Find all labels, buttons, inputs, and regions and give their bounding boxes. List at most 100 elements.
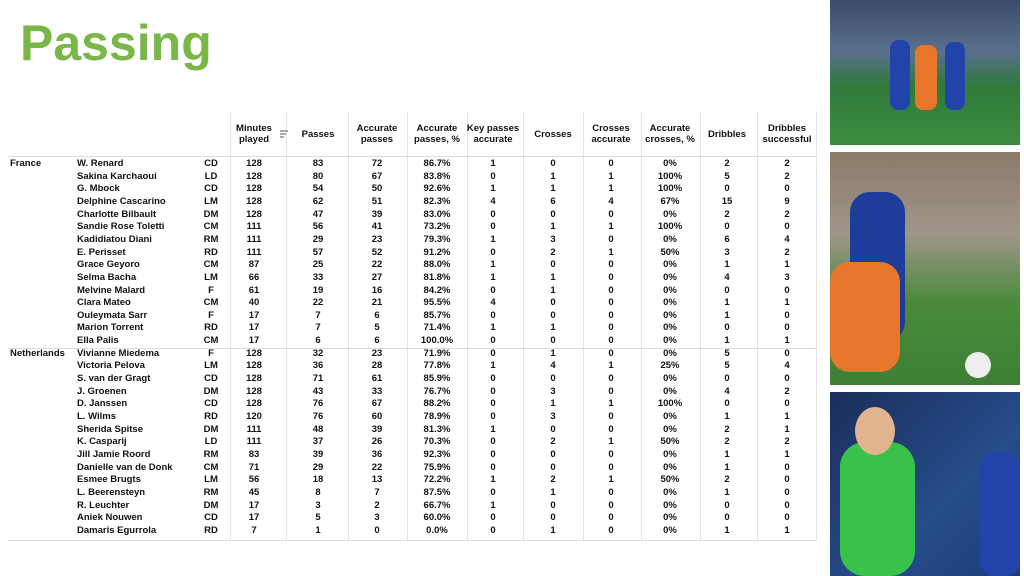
stat-cell: 2 [784,208,790,220]
stat-cell: 0% [663,259,677,271]
stat-cell: 1 [784,335,790,347]
column-divider [286,112,287,540]
stat-cell: 2 [550,474,556,486]
stat-cell: 0 [608,385,614,397]
stat-cell: 1 [608,474,614,486]
position: CD [204,398,218,410]
stat-cell: 0% [663,271,677,283]
stat-cell: 0 [608,284,614,296]
stat-cell: 0 [608,423,614,435]
stat-cell: 111 [246,436,262,448]
stat-cell: 1 [550,322,556,334]
stat-cell: 111 [246,423,262,435]
stat-cell: 6 [550,195,556,207]
stat-cell: 79.3% [423,233,451,245]
stat-cell: 50% [660,246,680,258]
stat-cell: 3 [550,233,556,245]
stat-cell: 1 [608,360,614,372]
stat-cell: 0 [550,373,556,385]
position: F [208,284,214,296]
stat-cell: 0 [490,170,496,182]
sort-glyph [280,130,288,138]
position: CM [203,259,219,271]
column-divider [757,112,758,540]
stat-cell: 1 [315,524,321,536]
sort-icon[interactable] [280,130,288,142]
player-name: Esmee Brugts [77,474,141,486]
stat-cell: 0 [490,284,496,296]
player-name: Sakina Karchaoui [77,170,157,182]
position: LM [204,271,218,283]
stat-cell: 56 [248,474,260,486]
stat-cell: 0 [608,158,614,169]
stat-cell: 1 [724,411,730,422]
stat-cell: 88.0% [423,259,451,271]
stat-cell: 0 [374,524,380,536]
position: LD [204,436,218,448]
stat-cell: 22 [371,461,383,473]
player-name: D. Janssen [77,398,128,410]
position: CM [203,297,219,309]
stat-cell: 0 [550,499,556,511]
stat-cell: 0 [608,347,614,359]
stat-cell: 0 [784,284,790,296]
column-divider [816,112,817,540]
position: RM [203,486,219,498]
stat-cell: 40 [248,297,260,309]
stat-cell: 2 [784,246,790,258]
stat-cell: 111 [246,246,262,258]
stat-cell: 128 [246,183,262,195]
stat-cell: 76 [312,411,324,422]
stat-cell: 0 [608,297,614,309]
stat-cell: 1 [724,524,730,536]
stat-cell: 52 [371,246,383,258]
stat-cell: 0% [663,158,677,169]
stat-cell: 0 [608,259,614,271]
stat-cell: 0% [663,411,677,422]
stat-cell: 67% [660,195,680,207]
stat-cell: 0 [608,524,614,536]
stat-cell: 50% [660,474,680,486]
stat-cell: 95.5% [423,297,451,309]
stat-cell: 17 [248,499,260,511]
stat-cell: 1 [550,486,556,498]
stat-cell: 0.0% [426,524,448,536]
stat-cell: 7 [315,309,321,321]
stat-cell: 0 [724,221,730,233]
player-name: Sherida Spitse [77,423,143,435]
stat-cell: 128 [246,208,262,220]
position: RD [204,322,218,334]
column-divider [230,112,231,540]
stat-cell: 0 [724,322,730,334]
photo [830,152,1020,385]
stat-cell: 6 [315,335,321,347]
stat-cell: 0 [550,512,556,524]
stat-cell: 0 [608,499,614,511]
stat-cell: 1 [724,461,730,473]
stat-cell: 41 [371,221,383,233]
stat-cell: 0 [784,373,790,385]
stat-cell: 1 [784,411,790,422]
position: DM [203,385,219,397]
stat-cell: 0 [550,259,556,271]
stat-cell: 0 [784,183,790,195]
stat-cell: 71 [248,461,260,473]
stat-cell: 0 [608,448,614,460]
stat-cell: 1 [608,183,614,195]
stat-cell: 100.0% [420,335,454,347]
player-name: Selma Bacha [77,271,137,283]
stat-cell: 88.2% [423,398,451,410]
stat-cell: 0 [550,158,556,169]
stat-cell: 0 [724,284,730,296]
player-name: Melvine Malard [77,284,146,296]
stat-cell: 4 [490,297,496,309]
stat-cell: 2 [784,158,790,169]
stat-cell: 0 [490,524,496,536]
stat-cell: 83 [248,448,260,460]
stat-cell: 76 [312,398,324,410]
stat-cell: 1 [784,297,790,309]
position: LM [204,195,218,207]
stat-cell: 83.8% [423,170,451,182]
player-name: L. Beerensteyn [77,486,146,498]
stat-cell: 71 [312,373,324,385]
